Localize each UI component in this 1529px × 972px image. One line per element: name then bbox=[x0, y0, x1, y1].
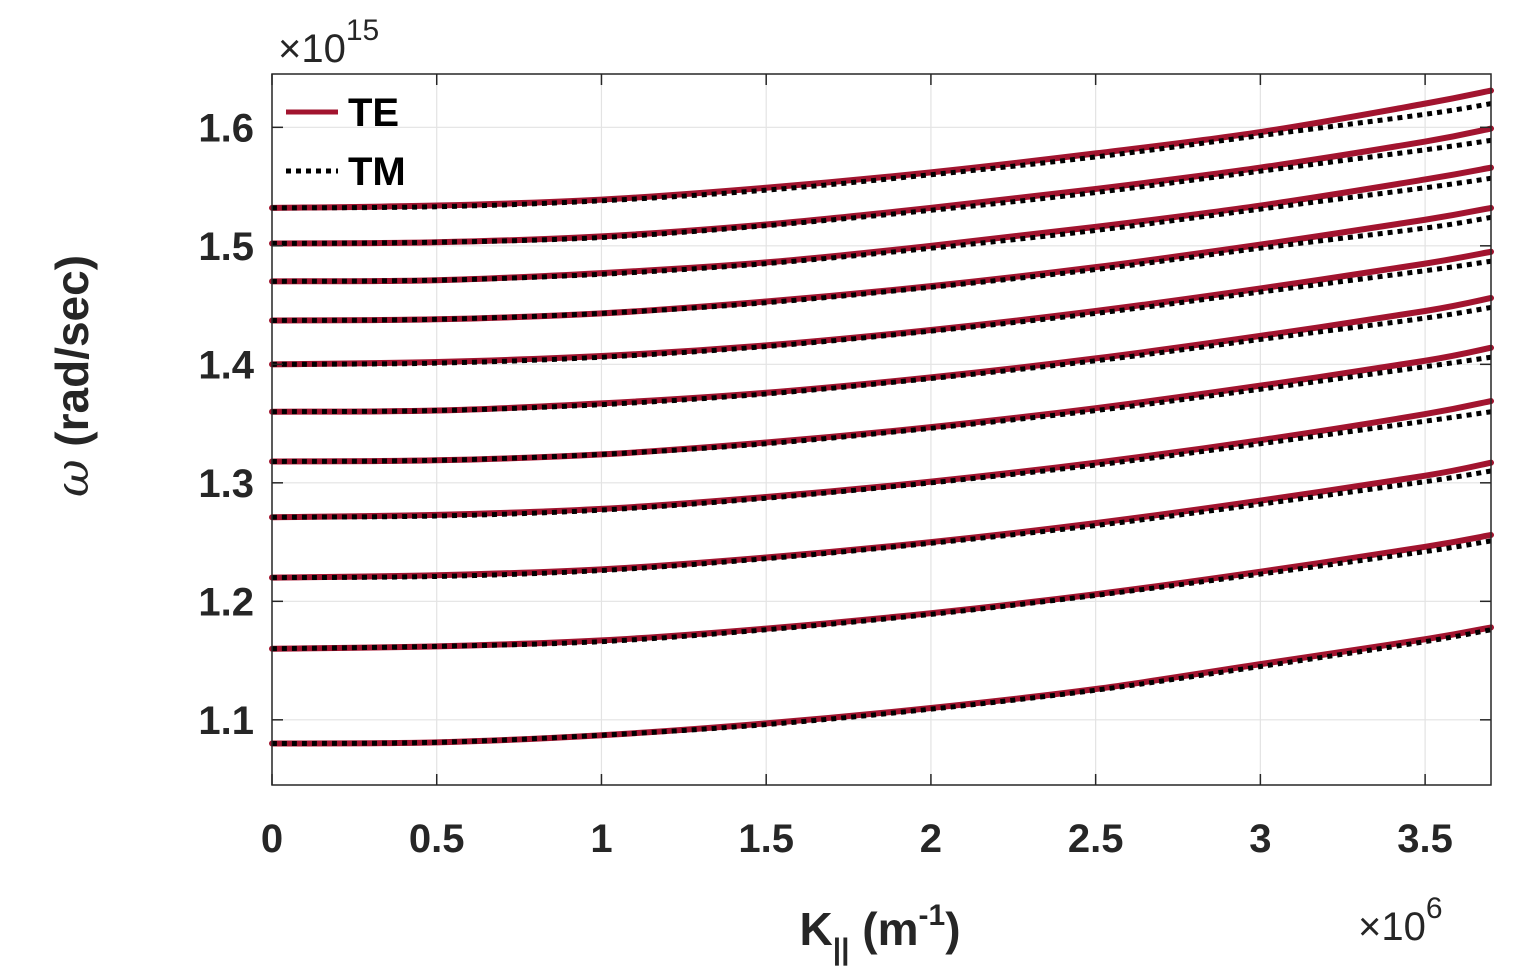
y-multiplier-base: ×10 bbox=[278, 27, 346, 71]
x-axis-label-unit-close: ) bbox=[945, 903, 960, 955]
y-multiplier: ×1015 bbox=[278, 14, 379, 71]
tm-series-line-1 bbox=[271, 627, 1492, 747]
x-tick-label: 2.5 bbox=[1068, 817, 1124, 861]
tm-series-line-11 bbox=[271, 101, 1492, 211]
x-multiplier-exp: 6 bbox=[1426, 892, 1443, 925]
y-tick-label: 1.5 bbox=[198, 225, 254, 269]
y-multiplier-exp: 15 bbox=[346, 14, 379, 47]
te-series-line-4 bbox=[269, 398, 1494, 521]
tm-series-line-8 bbox=[271, 214, 1492, 323]
tm-series-group bbox=[271, 101, 1492, 747]
x-tick-label: 1 bbox=[590, 817, 612, 861]
x-multiplier: ×106 bbox=[1358, 892, 1443, 949]
y-tick-label: 1.6 bbox=[198, 106, 254, 150]
x-axis-label-sub: || bbox=[833, 933, 850, 966]
te-series-line-8 bbox=[269, 204, 1494, 324]
legend-tm-label: TM bbox=[348, 150, 406, 194]
tm-series-line-2 bbox=[271, 538, 1492, 652]
tm-series-line-4 bbox=[271, 409, 1492, 520]
te-series-line-6 bbox=[269, 294, 1494, 415]
axis-ticks: 0 0.5 1 1.5 2 2.5 3 3.5 1.1 1.2 1.3 1.4 1.5 1.6 bbox=[198, 74, 1491, 861]
te-series-line-11 bbox=[269, 87, 1494, 211]
x-axis-label-unit-exp: -1 bbox=[919, 899, 946, 932]
y-axis-label: ω (rad/sec) bbox=[45, 255, 99, 497]
tm-series-line-9 bbox=[271, 175, 1492, 284]
y-tick-label: 1.3 bbox=[198, 462, 254, 506]
y-axis-label-symbol: ω bbox=[45, 460, 99, 498]
te-series-line-5 bbox=[269, 344, 1494, 465]
x-multiplier-base: ×10 bbox=[1358, 905, 1426, 949]
y-axis-label-text: (rad/sec) bbox=[46, 255, 98, 460]
te-series-line-9 bbox=[269, 164, 1494, 285]
x-tick-label: 0 bbox=[261, 817, 283, 861]
te-series-group bbox=[269, 87, 1494, 747]
legend-te-label: TE bbox=[348, 91, 399, 135]
legend: TE TM bbox=[286, 91, 406, 194]
plot-area-frame bbox=[271, 73, 1492, 786]
x-axis-label-unit-open: (m bbox=[850, 903, 919, 955]
te-series-line-3 bbox=[269, 459, 1494, 581]
te-series-line-2 bbox=[269, 531, 1494, 652]
x-tick-label: 1.5 bbox=[738, 817, 794, 861]
tm-series-line-10 bbox=[271, 137, 1492, 246]
y-tick-label: 1.2 bbox=[198, 580, 254, 624]
y-tick-label: 1.4 bbox=[198, 343, 254, 387]
te-series-line-10 bbox=[269, 125, 1494, 247]
y-tick-label: 1.1 bbox=[198, 699, 254, 743]
x-axis-label-main: K bbox=[799, 903, 832, 955]
x-tick-label: 3.5 bbox=[1397, 817, 1453, 861]
x-tick-label: 2 bbox=[920, 817, 942, 861]
x-axis-label: K|| (m-1) bbox=[799, 899, 960, 966]
x-tick-label: 0.5 bbox=[409, 817, 465, 861]
te-series-line-7 bbox=[269, 248, 1494, 368]
x-tick-label: 3 bbox=[1249, 817, 1271, 861]
